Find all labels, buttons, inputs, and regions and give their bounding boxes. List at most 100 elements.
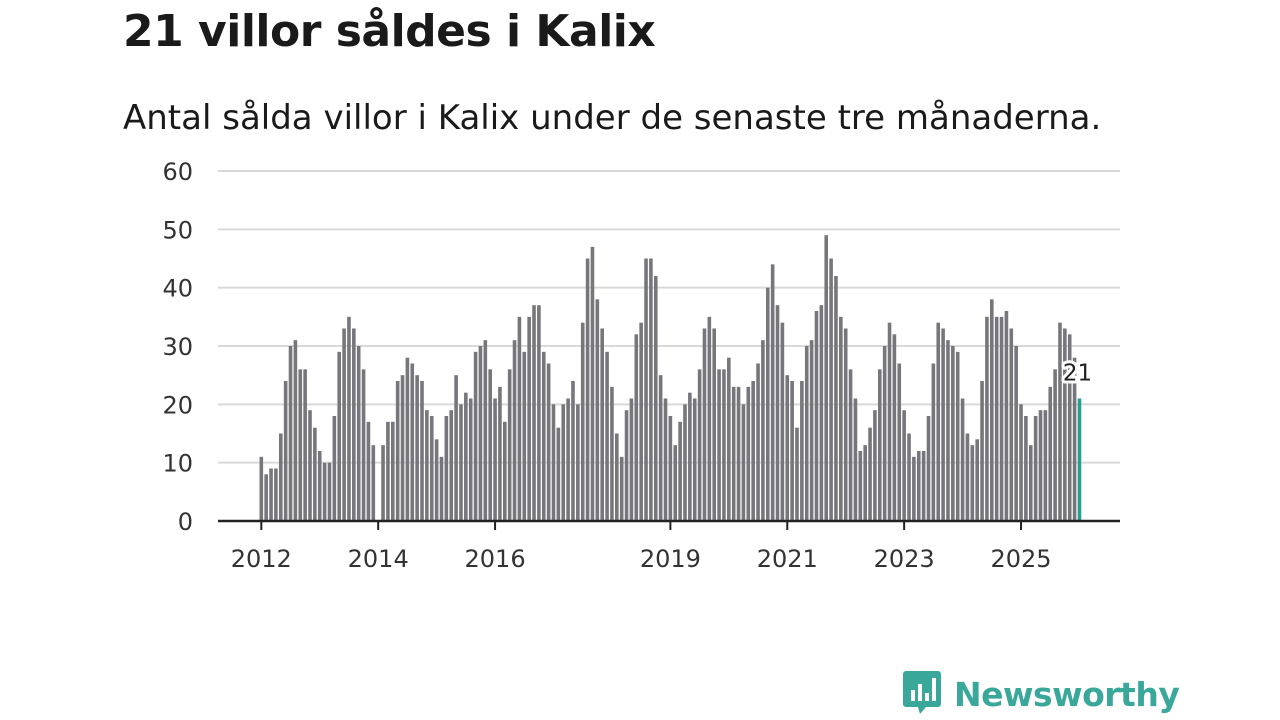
- bar: [619, 456, 624, 521]
- bar: [327, 462, 332, 521]
- bar: [503, 421, 507, 521]
- bar: [702, 328, 707, 521]
- bar: [381, 445, 385, 521]
- bar: [493, 398, 497, 521]
- bar: [863, 445, 867, 521]
- bar: [532, 305, 536, 521]
- bar: [576, 404, 580, 521]
- bar: [717, 369, 721, 521]
- bar: [580, 322, 585, 521]
- bar: [951, 346, 955, 521]
- bar: [941, 328, 945, 521]
- bar: [590, 246, 595, 521]
- bar: [444, 416, 449, 521]
- bar: [551, 404, 556, 521]
- bar: [916, 451, 921, 521]
- bar: [770, 264, 775, 521]
- bar: [727, 357, 731, 521]
- bar: [425, 410, 429, 521]
- bar: [839, 316, 843, 521]
- bar: [688, 392, 692, 521]
- bar: [824, 235, 829, 522]
- brand-logo: Newsworthy: [902, 668, 1180, 720]
- bar: [985, 316, 989, 521]
- y-tick-label: 60: [162, 158, 193, 186]
- bar: [405, 357, 410, 521]
- brand-name: Newsworthy: [954, 674, 1180, 714]
- bar: [892, 334, 897, 521]
- latest-value-label: 21: [1063, 361, 1092, 387]
- bar: [274, 468, 278, 521]
- bar: [595, 299, 600, 521]
- bar: [293, 340, 298, 521]
- bar: [600, 328, 604, 521]
- bar: [605, 351, 609, 521]
- bar: [556, 427, 561, 521]
- bar: [473, 351, 478, 521]
- bar: [288, 346, 293, 521]
- bar: [722, 369, 726, 521]
- newsworthy-logo-icon: [902, 668, 942, 720]
- bar: [1014, 346, 1018, 521]
- bar: [843, 328, 848, 521]
- bar: [834, 276, 838, 521]
- y-tick-label: 10: [162, 450, 193, 478]
- bar: [649, 258, 653, 521]
- bar: [332, 416, 337, 521]
- bar: [1038, 410, 1043, 521]
- bar: [970, 445, 975, 521]
- bar: [488, 369, 492, 521]
- bar: [361, 369, 366, 521]
- bar: [765, 287, 770, 521]
- bar: [853, 398, 858, 521]
- bar: [868, 427, 872, 521]
- bar: [955, 351, 960, 521]
- bar: [313, 427, 317, 521]
- bar: [712, 328, 717, 521]
- bar: [278, 433, 283, 521]
- y-tick-label: 50: [162, 216, 193, 244]
- bar: [994, 316, 999, 521]
- bar: [936, 322, 941, 521]
- bar: [624, 410, 629, 521]
- bar: [264, 474, 268, 521]
- bar: [746, 386, 751, 521]
- bar: [400, 375, 405, 521]
- bar: [873, 410, 877, 521]
- bar: [415, 375, 419, 521]
- bar: [1033, 416, 1038, 521]
- bar: [1048, 386, 1053, 521]
- bar: [322, 462, 327, 521]
- bar: [931, 363, 936, 521]
- bar: [283, 381, 288, 521]
- bar: [439, 456, 444, 521]
- bar: [809, 340, 814, 521]
- bar: [751, 381, 755, 521]
- bar: [1067, 334, 1072, 521]
- bar: [1043, 410, 1048, 521]
- bar: [697, 369, 702, 521]
- bar: [522, 351, 527, 521]
- bar: [454, 375, 458, 521]
- bar: [644, 258, 648, 521]
- bar: [1009, 328, 1014, 521]
- bar: [877, 369, 882, 521]
- bar: [342, 328, 346, 521]
- bar: [907, 433, 911, 521]
- bar: [541, 351, 546, 521]
- bar: [629, 398, 634, 521]
- bar: [298, 369, 303, 521]
- bar: [352, 328, 356, 521]
- bar: [639, 322, 643, 521]
- bar: [975, 439, 979, 521]
- bar: [1019, 404, 1023, 521]
- bar: [449, 410, 454, 521]
- bar: [785, 375, 790, 521]
- bar: [308, 410, 312, 521]
- bar: [498, 386, 502, 521]
- bar: [819, 305, 824, 521]
- bar: [678, 421, 682, 521]
- bar: [571, 381, 575, 521]
- bar: [1024, 416, 1028, 521]
